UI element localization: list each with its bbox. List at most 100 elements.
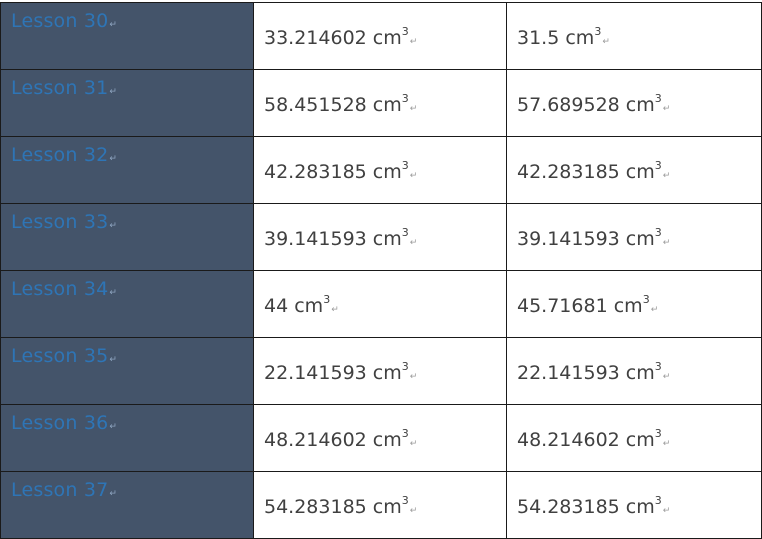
volume-cell-b: 39.141593 cm3↵: [506, 203, 762, 271]
paragraph-mark-icon: ↵: [109, 87, 118, 97]
volume-cell-a: 42.283185 cm3↵: [253, 136, 507, 204]
table-row: Lesson 33↵ 39.141593 cm3↵ 39.141593 cm3↵: [0, 203, 762, 271]
volume-unit: cm: [625, 362, 655, 384]
volume-value: 48.214602 cm3↵: [517, 426, 670, 451]
volume-value: 33.214602 cm3↵: [264, 24, 418, 49]
unit-exponent: 3: [401, 493, 409, 507]
volume-number: 48.214602: [264, 429, 367, 451]
paragraph-mark-icon: ↵: [662, 238, 671, 248]
volume-number: 33.214602: [264, 27, 367, 49]
volume-cell-a: 22.141593 cm3↵: [253, 337, 507, 405]
volume-cell-b: 54.283185 cm3↵: [506, 471, 762, 539]
paragraph-mark-icon: ↵: [109, 489, 118, 499]
volume-cell-a: 44 cm3↵: [253, 270, 507, 338]
volume-value: 54.283185 cm3↵: [517, 493, 670, 518]
volume-number: 22.141593: [517, 362, 620, 384]
lesson-cell: Lesson 37↵: [0, 471, 254, 539]
paragraph-mark-icon: ↵: [409, 506, 418, 516]
volume-number: 42.283185: [517, 161, 620, 183]
unit-exponent: 3: [654, 426, 662, 440]
volume-number: 58.451528: [264, 94, 367, 116]
lesson-cell: Lesson 34↵: [0, 270, 254, 338]
lesson-label: Lesson 36↵: [11, 412, 117, 434]
paragraph-mark-icon: ↵: [602, 37, 610, 47]
unit-exponent: 3: [401, 359, 409, 373]
volume-value: 42.283185 cm3↵: [264, 158, 418, 183]
volume-number: 39.141593: [517, 228, 620, 250]
paragraph-mark-icon: ↵: [109, 288, 118, 298]
paragraph-mark-icon: ↵: [331, 305, 339, 315]
lesson-label-text: Lesson 35: [11, 345, 109, 367]
lesson-label: Lesson 32↵: [11, 144, 117, 166]
unit-exponent: 3: [323, 292, 331, 306]
paragraph-mark-icon: ↵: [109, 154, 118, 164]
volume-cell-b: 42.283185 cm3↵: [506, 136, 762, 204]
paragraph-mark-icon: ↵: [109, 221, 118, 231]
paragraph-mark-icon: ↵: [109, 422, 118, 432]
volume-number: 57.689528: [517, 94, 620, 116]
volume-value: 31.5 cm3↵: [517, 26, 610, 49]
volume-cell-b: 22.141593 cm3↵: [506, 337, 762, 405]
lesson-label: Lesson 31↵: [11, 77, 117, 99]
table-row: Lesson 30↵ 33.214602 cm3↵ 31.5 cm3↵: [0, 2, 762, 70]
table-row: Lesson 32↵ 42.283185 cm3↵ 42.283185 cm3↵: [0, 136, 762, 204]
paragraph-mark-icon: ↵: [650, 305, 659, 315]
lesson-label-text: Lesson 30: [11, 10, 109, 32]
volume-value: 39.141593 cm3↵: [264, 227, 418, 250]
unit-exponent: 3: [654, 158, 662, 172]
volume-unit: cm: [613, 295, 643, 317]
table-row: Lesson 36↵ 48.214602 cm3↵ 48.214602 cm3↵: [0, 404, 762, 472]
volume-cell-a: 33.214602 cm3↵: [253, 2, 507, 70]
volume-number: 31.5: [517, 27, 560, 49]
volume-number: 54.283185: [264, 496, 367, 518]
volume-value: 45.71681 cm3↵: [517, 292, 659, 317]
volume-unit: cm: [625, 496, 655, 518]
volume-number: 48.214602: [517, 429, 620, 451]
lesson-cell: Lesson 33↵: [0, 203, 254, 271]
volume-unit: cm: [372, 161, 402, 183]
volume-unit: cm: [372, 228, 402, 250]
paragraph-mark-icon: ↵: [409, 238, 418, 248]
unit-exponent: 3: [401, 24, 409, 38]
table-row: Lesson 35↵ 22.141593 cm3↵ 22.141593 cm3↵: [0, 337, 762, 405]
unit-exponent: 3: [642, 292, 650, 306]
lesson-label-text: Lesson 34: [11, 278, 109, 300]
table-row: Lesson 34↵ 44 cm3↵ 45.71681 cm3↵: [0, 270, 762, 338]
paragraph-mark-icon: ↵: [409, 37, 418, 47]
volume-number: 39.141593: [264, 228, 367, 250]
volume-cell-a: 48.214602 cm3↵: [253, 404, 507, 472]
volume-cell-b: 45.71681 cm3↵: [506, 270, 762, 338]
lesson-cell: Lesson 35↵: [0, 337, 254, 405]
volume-unit: cm: [372, 496, 402, 518]
volume-unit: cm: [372, 429, 402, 451]
lesson-cell: Lesson 36↵: [0, 404, 254, 472]
lesson-label: Lesson 30↵: [11, 10, 117, 32]
volume-unit: cm: [565, 27, 595, 49]
volume-unit: cm: [625, 429, 655, 451]
lesson-label-text: Lesson 31: [11, 77, 109, 99]
volume-value: 54.283185 cm3↵: [264, 493, 418, 518]
volume-unit: cm: [625, 228, 655, 250]
volume-cell-a: 58.451528 cm3↵: [253, 69, 507, 137]
volume-cell-b: 31.5 cm3↵: [506, 2, 762, 70]
volume-value: 22.141593 cm3↵: [264, 359, 417, 384]
unit-exponent: 3: [654, 359, 662, 373]
lesson-label-text: Lesson 36: [11, 412, 109, 434]
lesson-cell: Lesson 30↵: [0, 2, 254, 70]
unit-exponent: 3: [654, 493, 662, 507]
paragraph-mark-icon: ↵: [662, 372, 671, 382]
volume-number: 45.71681: [517, 295, 608, 317]
volume-value: 57.689528 cm3↵: [517, 93, 671, 116]
lesson-label-text: Lesson 32: [11, 144, 109, 166]
paragraph-mark-icon: ↵: [662, 104, 671, 114]
volume-number: 54.283185: [517, 496, 620, 518]
volume-cell-a: 39.141593 cm3↵: [253, 203, 507, 271]
volume-value: 44 cm3↵: [264, 292, 339, 317]
lesson-label-text: Lesson 33: [11, 211, 109, 233]
paragraph-mark-icon: ↵: [409, 171, 418, 181]
unit-exponent: 3: [401, 158, 409, 172]
unit-exponent: 3: [654, 225, 662, 239]
volume-unit: cm: [372, 362, 402, 384]
volume-unit: cm: [372, 94, 402, 116]
